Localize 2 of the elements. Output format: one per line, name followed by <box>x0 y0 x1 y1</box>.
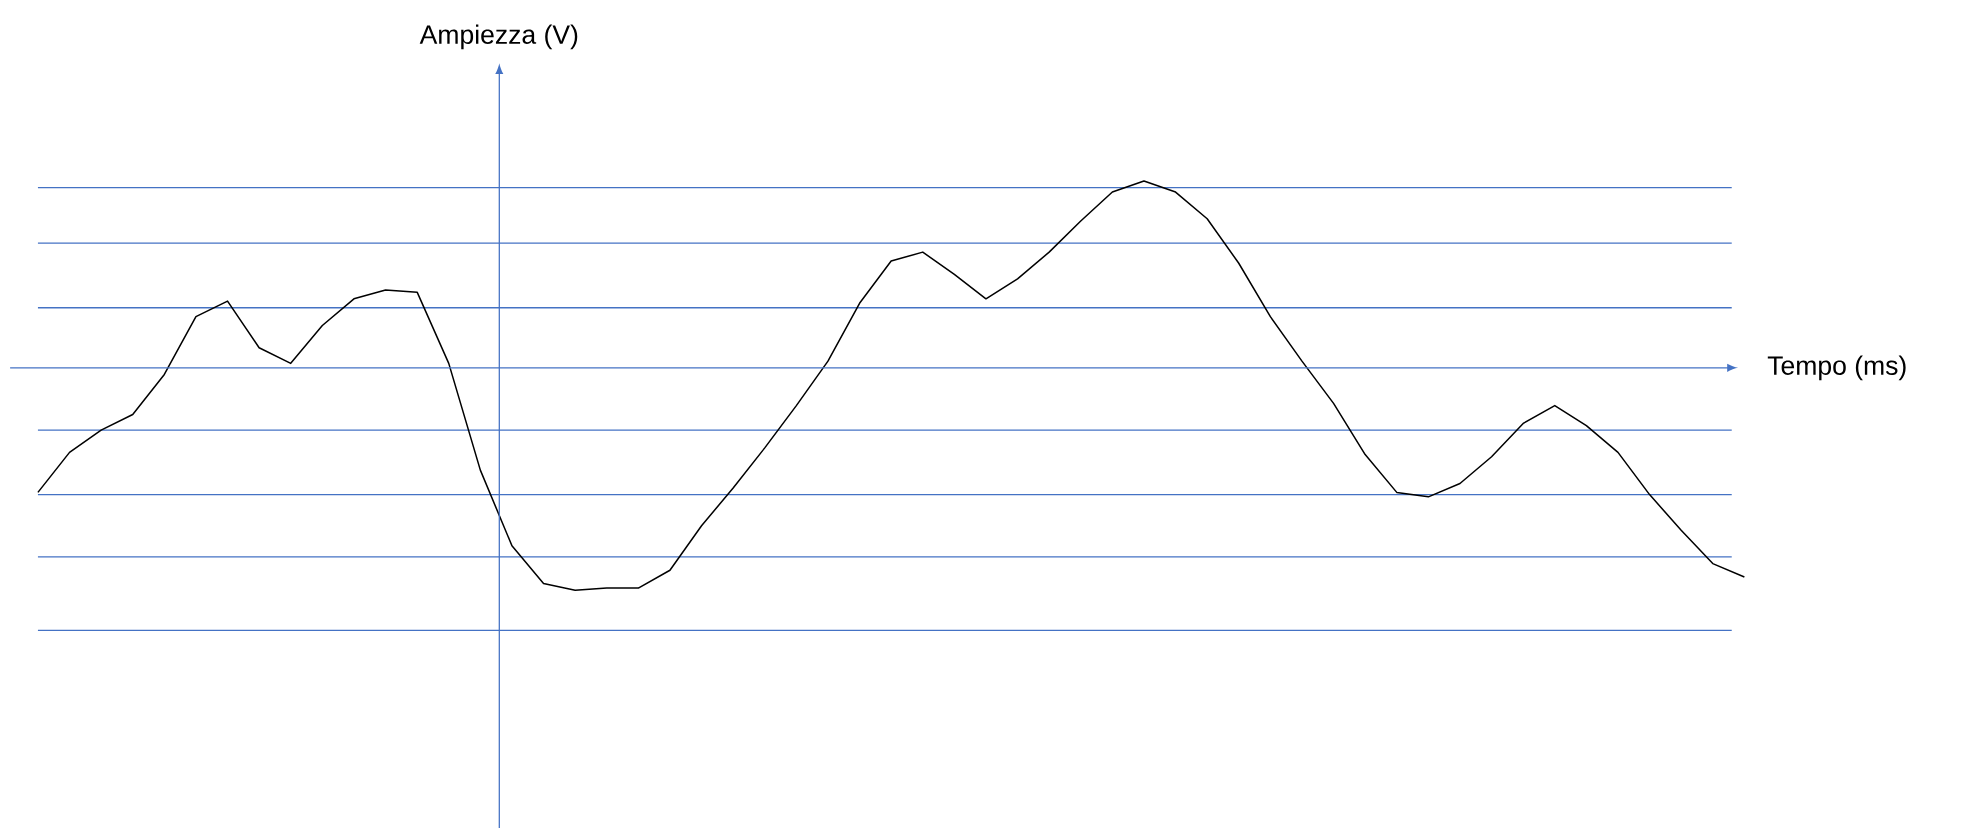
y-axis-title: Ampiezza (V) <box>419 24 578 49</box>
x-axis-title: Tempo (ms) <box>1767 355 1906 380</box>
